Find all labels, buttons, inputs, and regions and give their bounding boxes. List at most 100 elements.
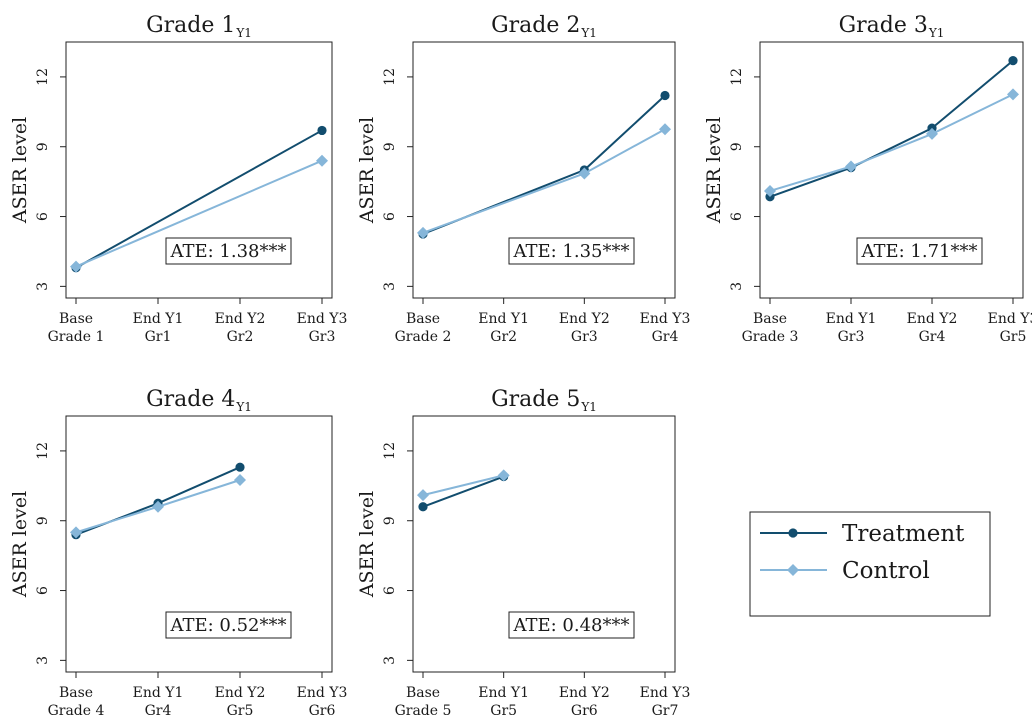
panel-grade-2: Grade 2Y1 ASER level 3 6 9 12 Base Grade 2 End Y…: [356, 13, 690, 345]
y-tick-label: 9: [382, 142, 398, 151]
panel-title: Grade 3Y1: [839, 13, 945, 40]
x-tick-label: Base: [753, 311, 787, 327]
x-tick-sublabel: Grade 1: [48, 329, 105, 345]
y-tick-label: 6: [382, 212, 398, 221]
ate-label: ATE: 1.71***: [860, 241, 977, 262]
y-axis-label: ASER level: [9, 117, 31, 224]
x-tick-sublabel: Grade 2: [395, 329, 452, 345]
legend: Treatment Control: [749, 511, 991, 617]
y-axis-label: ASER level: [356, 117, 378, 224]
point-control: [578, 167, 591, 180]
series-line-treatment: [75, 129, 323, 269]
ate-label: ATE: 0.52***: [169, 615, 286, 636]
y-tick-label: 12: [35, 68, 51, 86]
plot-frame: [412, 41, 676, 299]
ate-label: ATE: 1.35***: [512, 241, 629, 262]
y-tick-label: 3: [382, 282, 398, 291]
x-tick-label: End Y1: [478, 685, 529, 701]
y-tick-label: 6: [729, 212, 745, 221]
x-tick-label: End Y2: [215, 311, 266, 327]
x-tick-sublabel: Gr3: [571, 329, 598, 345]
ate-box: [508, 237, 635, 265]
point-control: [70, 260, 82, 273]
ate-box: [508, 611, 635, 639]
x-tick-sublabel: Gr5: [490, 703, 517, 718]
y-tick-label: 6: [35, 212, 51, 221]
panel-grade-3: Grade 3Y1 ASER level 3 6 9 12 Base Grade 3 End Y…: [703, 13, 1032, 345]
x-tick-label: End Y3: [988, 311, 1032, 327]
point-treatment: [418, 502, 428, 512]
x-tick-label: End Y2: [907, 311, 958, 327]
point-control: [1007, 88, 1019, 101]
panel-title: Grade 1Y1: [146, 13, 252, 40]
point-control: [764, 184, 776, 197]
x-tick-label: End Y1: [133, 685, 184, 701]
panel-title: Grade 4Y1: [146, 387, 252, 414]
x-tick-sublabel: Gr4: [919, 329, 946, 345]
panel-grade-4: Grade 4Y1 ASER level 3 6 9 12 Base Grade 4 End Y…: [9, 387, 347, 718]
point-control: [926, 127, 938, 140]
x-tick-sublabel: Grade 5: [395, 703, 452, 718]
y-tick-label: 6: [382, 586, 398, 595]
panel-title: Grade 5Y1: [491, 387, 597, 414]
x-tick-label: End Y2: [559, 311, 610, 327]
y-tick-label: 9: [35, 142, 51, 151]
series-line-control: [422, 128, 666, 234]
x-tick-label: End Y2: [559, 685, 610, 701]
point-control: [316, 154, 328, 167]
x-tick-sublabel: Grade 4: [48, 703, 105, 718]
x-tick-sublabel: Grade 3: [742, 329, 799, 345]
x-tick-sublabel: Gr1: [145, 329, 172, 345]
x-tick-sublabel: Gr3: [309, 329, 336, 345]
x-tick-label: End Y3: [297, 685, 348, 701]
plot-frame: [65, 415, 333, 673]
series-line-control: [75, 159, 323, 268]
x-tick-label: End Y1: [133, 311, 184, 327]
y-tick-label: 3: [729, 282, 745, 291]
series-line-treatment: [422, 94, 666, 235]
x-tick-label: End Y3: [640, 311, 691, 327]
point-treatment: [317, 125, 327, 136]
ate-box: [856, 237, 983, 265]
point-treatment: [1008, 56, 1018, 66]
ate-box: [165, 611, 292, 639]
y-tick-label: 9: [729, 142, 745, 151]
series-line-treatment: [422, 475, 505, 508]
y-tick-label: 3: [35, 282, 51, 291]
series-line-treatment: [769, 59, 1014, 198]
point-control: [417, 226, 429, 239]
point-treatment: [235, 462, 245, 472]
y-tick-label: 12: [382, 442, 398, 460]
legend-marker-control: [787, 564, 799, 576]
point-control: [497, 469, 510, 482]
series-line-control: [422, 474, 504, 497]
plot-frame: [759, 41, 1024, 299]
x-tick-sublabel: Gr5: [227, 703, 254, 718]
y-axis-label: ASER level: [356, 491, 378, 598]
panels: Grade 1Y1 ASER level 3 6 9 12 Base Grade 1 End Y…: [9, 13, 1032, 718]
plot-frame: [412, 415, 676, 673]
x-tick-sublabel: Gr2: [227, 329, 254, 345]
ate-label: ATE: 1.38***: [169, 241, 286, 262]
legend-label-control: Control: [842, 558, 930, 584]
point-control: [70, 526, 82, 539]
x-tick-label: Base: [406, 685, 440, 701]
x-tick-sublabel: Gr4: [145, 703, 172, 718]
point-control: [845, 160, 857, 173]
y-tick-label: 9: [382, 516, 398, 525]
ate-label: ATE: 0.48***: [512, 615, 629, 636]
legend-label-treatment: Treatment: [842, 521, 965, 547]
panel-grade-1: Grade 1Y1 ASER level 3 6 9 12 Base Grade 1 End Y…: [9, 13, 347, 345]
y-tick-label: 12: [35, 442, 51, 460]
x-tick-label: Base: [406, 311, 440, 327]
y-tick-label: 12: [729, 68, 745, 86]
legend-marker-treatment: [788, 528, 798, 538]
series-line-control: [769, 93, 1014, 192]
x-tick-sublabel: Gr5: [1000, 329, 1027, 345]
x-tick-sublabel: Gr6: [571, 703, 598, 718]
point-control: [152, 500, 164, 513]
x-tick-sublabel: Gr3: [838, 329, 865, 345]
point-control: [234, 474, 246, 486]
x-tick-label: Base: [59, 685, 93, 701]
